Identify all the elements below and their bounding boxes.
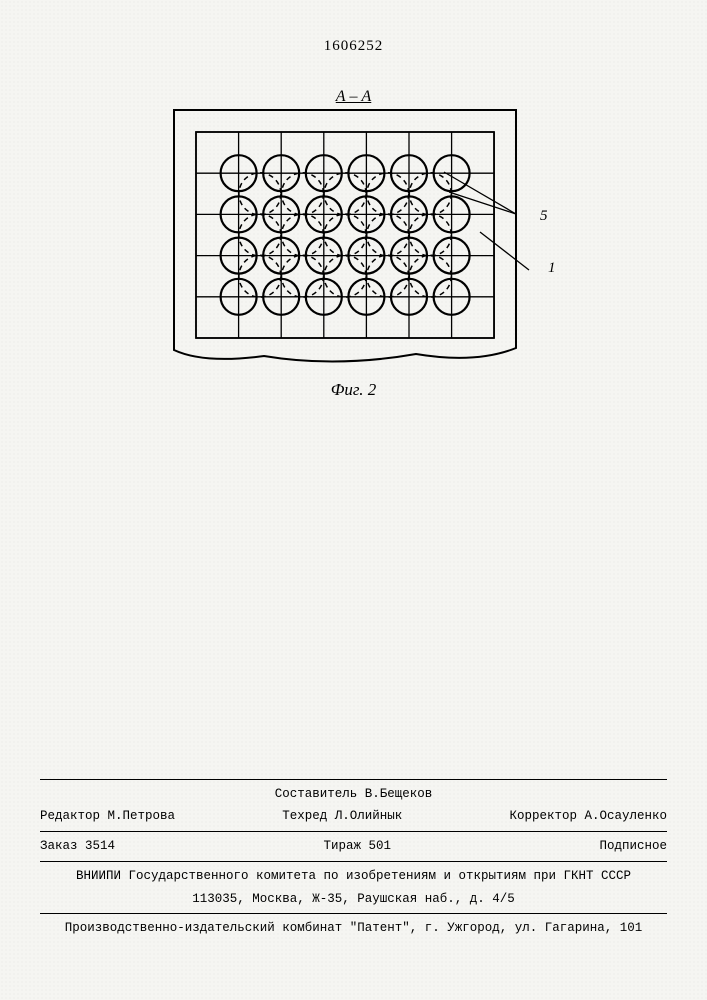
corrector-label: Корректор А.Осауленко xyxy=(509,807,667,826)
subscription: Подписное xyxy=(599,837,667,856)
figure-caption: Фиг. 2 xyxy=(331,380,377,400)
techred-label: Техред Л.Олийнык xyxy=(282,807,402,826)
print-run: Тираж 501 xyxy=(323,837,391,856)
divider xyxy=(40,861,667,862)
divider xyxy=(40,779,667,780)
order-number: Заказ 3514 xyxy=(40,837,115,856)
callout-5-label: 5 xyxy=(540,208,548,225)
page-number: 1606252 xyxy=(324,38,384,55)
diagram-svg xyxy=(164,102,574,372)
editor-label: Редактор М.Петрова xyxy=(40,807,175,826)
callout-1-label: 1 xyxy=(548,260,556,277)
divider xyxy=(40,831,667,832)
divider xyxy=(40,913,667,914)
institute-line2: 113035, Москва, Ж-35, Раушская наб., д. … xyxy=(0,888,707,911)
printer-line: Производственно-издательский комбинат "П… xyxy=(0,917,707,940)
imprint-block: Составитель В.Бещеков Редактор М.Петрова… xyxy=(0,776,707,941)
institute-line1: ВНИИПИ Государственного комитета по изоб… xyxy=(0,865,707,888)
figure-2 xyxy=(164,102,544,377)
compiler-line: Составитель В.Бещеков xyxy=(0,783,707,806)
